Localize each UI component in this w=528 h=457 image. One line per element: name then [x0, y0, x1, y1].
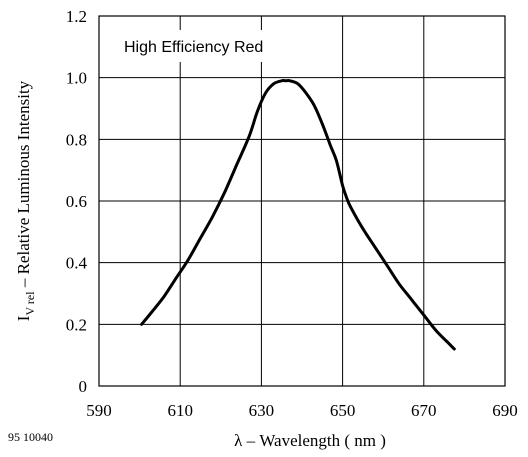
series-layer	[140, 79, 456, 351]
x-tick-label: 630	[249, 401, 275, 420]
x-axis-title: λ – Wavelength ( nm )	[234, 431, 386, 450]
tick-labels: 590 610 630 650 670 690 0 0.2 0.4 0.6 0.8 1.0 1.2	[66, 7, 518, 420]
y-axis-title-main: I	[14, 315, 33, 321]
x-tick-label: 610	[167, 401, 193, 420]
x-tick-label: 670	[411, 401, 437, 420]
y-tick-label: 0.2	[66, 315, 87, 334]
y-tick-label: 0	[79, 377, 88, 396]
y-axis-title-rest: – Relative Luminous Intensity	[14, 80, 33, 291]
x-tick-label: 590	[86, 401, 112, 420]
y-tick-label: 1.0	[66, 69, 87, 88]
y-tick-label: 0.6	[66, 192, 87, 211]
y-tick-label: 0.4	[66, 254, 88, 273]
y-axis-title-sub: V rel	[23, 291, 37, 316]
x-tick-label: 650	[330, 401, 356, 420]
series-line	[140, 79, 456, 351]
plot-frame	[98, 15, 506, 387]
y-tick-label: 0.8	[66, 130, 87, 149]
grid-lines	[99, 16, 505, 386]
document-code: 95 10040	[8, 430, 53, 444]
x-tick-label: 690	[492, 401, 518, 420]
y-axis-title: IV rel – Relative Luminous Intensity	[14, 80, 37, 321]
y-tick-label: 1.2	[66, 7, 87, 26]
annotation-label: High Efficiency Red	[124, 39, 263, 56]
annotation-box	[112, 30, 310, 62]
